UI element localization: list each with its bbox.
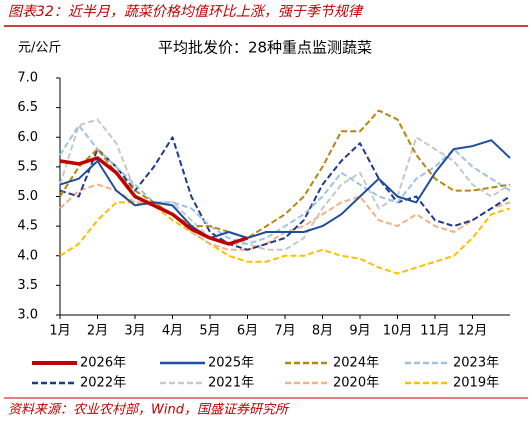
series-line (59, 201, 511, 275)
series-line (59, 109, 511, 239)
series-line (59, 183, 511, 251)
x-tick-label: 7月 (274, 324, 295, 339)
x-tick-label: 11月 (420, 324, 450, 339)
y-tick-label: 6.5 (17, 100, 38, 115)
series-line (59, 124, 511, 245)
x-tick-label: 3月 (124, 324, 145, 339)
header: 图表32：近半月，蔬菜价格均值环比上涨，强于季节规律 (8, 4, 364, 20)
x-tick-label: 4月 (162, 324, 183, 339)
y-tick-label: 5.0 (17, 189, 38, 204)
y-tick-label: 3.5 (17, 278, 38, 293)
series-line (59, 139, 511, 239)
y-tick-label: 5.5 (17, 159, 38, 174)
y-tick-label: 3.0 (17, 308, 38, 323)
x-tick-label: 9月 (349, 324, 370, 339)
x-tick-label: 12月 (458, 324, 488, 339)
y-tick-label: 7.0 (17, 71, 38, 86)
x-tick-label: 5月 (199, 324, 220, 339)
legend-label: 2022年 (80, 376, 126, 391)
legend-label: 2021年 (208, 376, 254, 391)
chart-title: 平均批发价：28种重点监测蔬菜 (158, 39, 372, 57)
y-unit: 元/公斤 (18, 41, 61, 56)
legend-label: 2023年 (453, 356, 499, 371)
y-tick-label: 4.0 (17, 248, 38, 263)
legend-label: 2026年 (80, 356, 126, 371)
source: 资料来源：农业农村部，Wind，国盛证券研究所 (8, 402, 290, 418)
series-line (59, 156, 249, 246)
x-tick-label: 6月 (237, 324, 258, 339)
legend-label: 2020年 (333, 376, 379, 391)
series-line (59, 136, 511, 251)
y-tick-label: 4.5 (17, 219, 38, 234)
x-tick-label: 1月 (49, 324, 70, 339)
x-tick-label: 2月 (87, 324, 108, 339)
legend-label: 2025年 (208, 356, 254, 371)
x-tick-label: 10月 (383, 324, 413, 339)
legend-label: 2024年 (333, 356, 379, 371)
legend-label: 2019年 (453, 376, 499, 391)
y-tick-label: 6.0 (17, 130, 38, 145)
x-tick-label: 8月 (312, 324, 333, 339)
